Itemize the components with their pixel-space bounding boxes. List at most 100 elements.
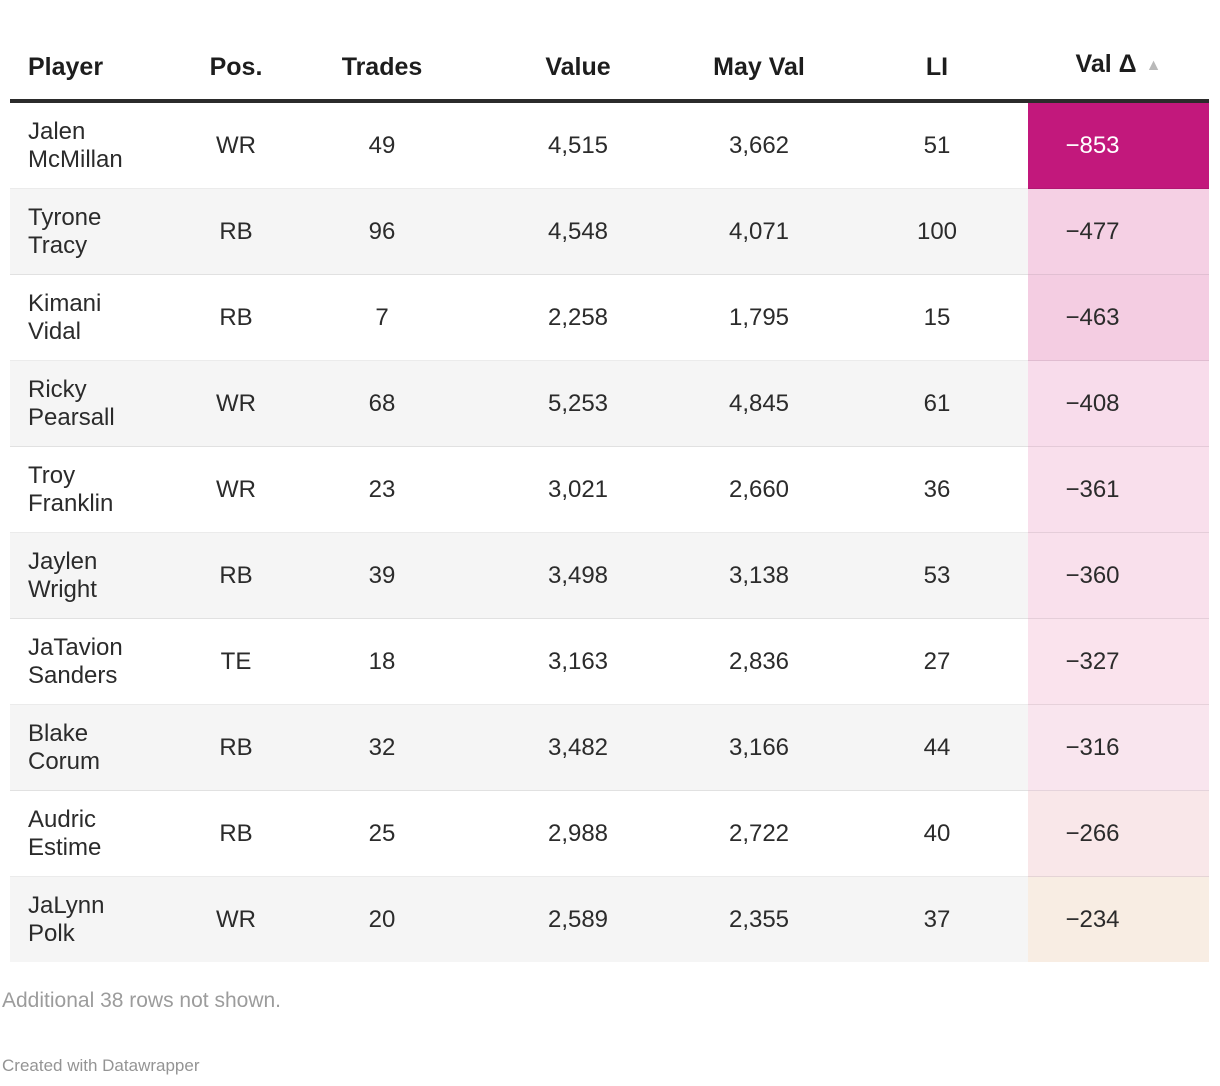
player-first-name: JaTavion: [28, 633, 123, 661]
player-last-name: Corum: [28, 747, 101, 775]
player-cell: Tyrone Tracy: [10, 188, 192, 275]
may-val-cell: 3,662: [728, 131, 790, 159]
trades-cell: 7: [280, 274, 484, 361]
value-cell: 4,515: [547, 131, 609, 159]
trades-cell: 39: [280, 532, 484, 619]
li-cell: 44: [846, 704, 1028, 791]
player-cell: Jalen McMillan: [10, 101, 192, 189]
value-cell: 3,498: [484, 532, 672, 619]
li-cell: 36: [846, 446, 1028, 533]
li-cell: 51: [923, 131, 951, 159]
player-first-name: Jalen: [28, 117, 86, 145]
sort-ascending-icon: ▲: [1145, 57, 1162, 74]
pos-cell: WR: [216, 131, 256, 159]
value-cell: 2,589: [484, 876, 672, 962]
player-cell: JaLynn Polk: [10, 876, 192, 962]
val-delta-cell: −361: [1028, 446, 1209, 533]
pos-cell: WR: [192, 360, 280, 447]
val-delta-cell: −853: [1028, 101, 1209, 189]
may-val-cell: 1,795: [672, 274, 846, 361]
table-row: Tyrone Tracy RB 96 4,548 4,071 100 −477: [10, 188, 1209, 275]
value-cell: 3,482: [484, 704, 672, 791]
player-first-name: JaLynn: [28, 891, 105, 919]
value-cell: 5,253: [484, 360, 672, 447]
player-last-name: Tracy: [28, 231, 88, 259]
pos-cell: RB: [192, 790, 280, 877]
player-cell: Troy Franklin: [10, 446, 192, 533]
table-row: Blake Corum RB 32 3,482 3,166 44 −316: [10, 704, 1209, 791]
trades-cell: 68: [280, 360, 484, 447]
pos-cell: TE: [192, 618, 280, 705]
may-val-cell: 4,071: [672, 188, 846, 275]
column-header-trades[interactable]: Trades: [280, 0, 484, 103]
player-cell: Kimani Vidal: [10, 274, 192, 361]
player-cell: Jaylen Wright: [10, 532, 192, 619]
column-header-pos[interactable]: Pos.: [192, 0, 280, 103]
pos-cell: RB: [192, 704, 280, 791]
val-delta-cell: −408: [1028, 360, 1209, 447]
pos-cell: RB: [192, 274, 280, 361]
player-last-name: Wright: [28, 575, 97, 603]
value-cell: 2,258: [484, 274, 672, 361]
player-first-name: Kimani: [28, 289, 102, 317]
may-val-cell: 2,836: [672, 618, 846, 705]
column-header-li[interactable]: LI: [846, 0, 1028, 103]
may-val-cell: 2,660: [672, 446, 846, 533]
value-cell: 2,988: [484, 790, 672, 877]
may-val-cell: 3,138: [672, 532, 846, 619]
column-header-val-delta[interactable]: Val Δ ▲: [1028, 0, 1209, 103]
datawrapper-attribution-link[interactable]: Created with Datawrapper: [2, 1056, 200, 1075]
player-last-name: Franklin: [28, 489, 114, 517]
player-first-name: Jaylen: [28, 547, 98, 575]
may-val-cell: 2,722: [672, 790, 846, 877]
player-first-name: Ricky: [28, 375, 87, 403]
val-delta-header-label: Val Δ: [1075, 50, 1137, 78]
column-header-may-val[interactable]: May Val: [672, 0, 846, 103]
table-row: Ricky Pearsall WR 68 5,253 4,845 61 −408: [10, 360, 1209, 447]
may-val-cell: 3,166: [672, 704, 846, 791]
player-first-name: Blake: [28, 719, 89, 747]
trades-cell: 96: [280, 188, 484, 275]
may-val-cell: 4,845: [672, 360, 846, 447]
player-first-name: Audric: [28, 805, 97, 833]
li-cell: 15: [846, 274, 1028, 361]
may-val-cell: 2,355: [672, 876, 846, 962]
table-row: Jalen McMillan WR 49 4,515 3,662 51 −853: [10, 101, 1209, 189]
header-row: Player Pos. Trades Value May Val LI Val …: [10, 0, 1209, 103]
pos-cell: RB: [192, 532, 280, 619]
trades-cell: 32: [280, 704, 484, 791]
player-cell: JaTavion Sanders: [10, 618, 192, 705]
table-row: Audric Estime RB 25 2,988 2,722 40 −266: [10, 790, 1209, 877]
table-row: Troy Franklin WR 23 3,021 2,660 36 −361: [10, 446, 1209, 533]
player-cell: Ricky Pearsall: [10, 360, 192, 447]
trades-cell: 25: [280, 790, 484, 877]
table-row: Jaylen Wright RB 39 3,498 3,138 53 −360: [10, 532, 1209, 619]
li-cell: 53: [846, 532, 1028, 619]
val-delta-cell: −327: [1028, 618, 1209, 705]
column-header-value[interactable]: Value: [484, 0, 672, 103]
li-cell: 61: [846, 360, 1028, 447]
player-first-name: Tyrone: [28, 203, 102, 231]
li-cell: 40: [846, 790, 1028, 877]
player-last-name: Sanders: [28, 661, 118, 689]
val-delta-cell: −316: [1028, 704, 1209, 791]
table-row: JaTavion Sanders TE 18 3,163 2,836 27 −3…: [10, 618, 1209, 705]
column-header-player[interactable]: Player: [10, 0, 192, 103]
val-delta-cell: −463: [1028, 274, 1209, 361]
value-cell: 3,021: [484, 446, 672, 533]
trades-cell: 23: [280, 446, 484, 533]
li-cell: 27: [846, 618, 1028, 705]
table-row: JaLynn Polk WR 20 2,589 2,355 37 −234: [10, 876, 1209, 962]
trade-value-table: Player Pos. Trades Value May Val LI Val …: [10, 0, 1209, 962]
pos-cell: WR: [192, 876, 280, 962]
player-last-name: Pearsall: [28, 403, 115, 431]
player-last-name: Vidal: [28, 317, 81, 345]
player-last-name: Estime: [28, 833, 102, 861]
val-delta-cell: −234: [1028, 876, 1209, 962]
player-last-name: Polk: [28, 919, 75, 947]
li-cell: 100: [846, 188, 1028, 275]
player-first-name: Troy: [28, 461, 76, 489]
table-row: Kimani Vidal RB 7 2,258 1,795 15 −463: [10, 274, 1209, 361]
player-cell: Blake Corum: [10, 704, 192, 791]
player-cell: Audric Estime: [10, 790, 192, 877]
